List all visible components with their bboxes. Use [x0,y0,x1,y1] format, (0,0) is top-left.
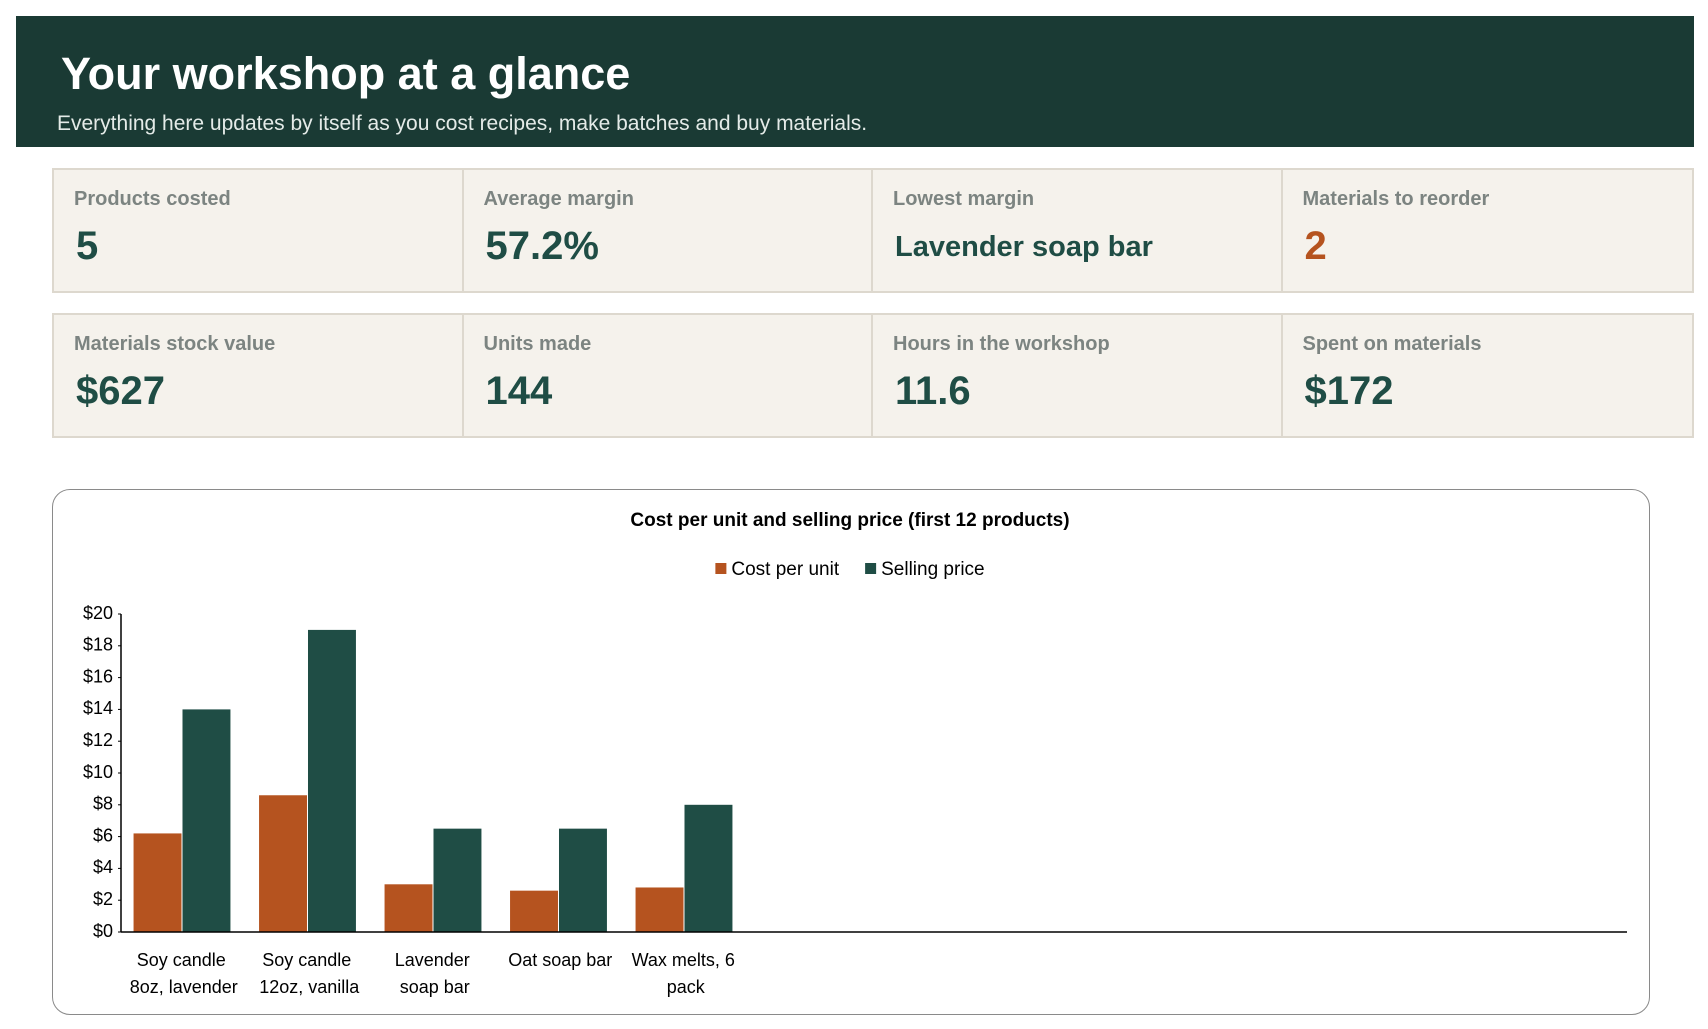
kpi-card: Units made 144 [464,315,873,436]
legend-swatch [865,563,877,574]
page-subtitle: Everything here updates by itself as you… [57,112,868,135]
y-tick-label: $20 [83,603,113,623]
page-title: Your workshop at a glance [61,48,631,99]
kpi-card: Materials stock value $627 [54,315,464,436]
y-tick-label: $8 [93,794,113,814]
bar [510,890,558,932]
kpi-value: 144 [485,369,553,413]
kpi-value: $627 [76,369,165,413]
legend-label: Selling price [881,559,985,580]
kpi-card: Spent on materials $172 [1283,315,1693,436]
y-tick-label: $18 [83,635,113,655]
kpi-row: Materials stock value $627 Units made 144 … [52,313,1694,438]
y-tick-label: $12 [83,730,113,750]
chart-title: Cost per unit and selling price (first 1… [630,510,1069,531]
legend: Cost per unit Selling price [715,559,985,580]
y-tick-label: $16 [83,666,113,686]
x-tick-label: Oat soap bar [508,950,612,970]
kpi-label: Spent on materials [1302,333,1482,355]
y-tick-label: $14 [83,698,113,718]
bar [133,833,182,932]
header: Your workshop at a glance Everything her… [16,16,1694,147]
kpi-value: 57.2% [485,224,599,268]
kpi-label: Hours in the workshop [893,333,1110,355]
y-tick-label: $6 [93,825,113,845]
y-tick-label: $4 [93,857,113,877]
kpi-card: Average margin 57.2% [464,170,873,291]
bar [259,795,307,932]
chart: Cost per unit and selling price (first 1… [83,510,1627,997]
y-tick-label: $2 [93,889,113,909]
kpi-card: Products costed 5 [54,170,464,291]
bar [384,884,433,932]
bar [182,709,231,932]
kpi-value: 11.6 [895,369,971,413]
bar [558,828,607,932]
kpi-label: Materials stock value [74,333,276,355]
kpi-value: 5 [76,224,99,268]
bar [307,629,356,932]
kpi-label: Materials to reorder [1302,188,1490,210]
kpi-value: Lavender soap bar [895,231,1153,263]
x-tick-label: Soy candle 12oz, vanilla [259,950,360,997]
y-tick-label: $10 [83,762,113,782]
y-tick-label: $0 [93,921,113,941]
kpi-card: Materials to reorder 2 [1283,170,1693,291]
kpi-label: Units made [483,333,592,355]
kpi-value: $172 [1304,369,1394,413]
kpi-label: Products costed [74,188,231,210]
kpi-card: Hours in the workshop 11.6 [873,315,1283,436]
bar [635,887,684,932]
x-tick-label: Soy candle 8oz, lavender [130,950,238,997]
x-tick-label: Wax melts, 6 pack [632,950,740,997]
chart-panel: Cost per unit and selling price (first 1… [52,489,1650,1015]
kpi-label: Average margin [483,188,634,210]
bar [433,828,482,932]
legend-label: Cost per unit [731,559,839,580]
kpi-card: Lowest margin Lavender soap bar [873,170,1283,291]
x-tick-label: Lavender soap bar [395,950,475,997]
kpi-row: Products costed 5 Average margin 57.2% Low… [52,168,1694,293]
bar [684,804,733,932]
legend-swatch [715,563,727,574]
kpi-label: Lowest margin [893,188,1035,210]
kpi-value: 2 [1304,224,1327,268]
